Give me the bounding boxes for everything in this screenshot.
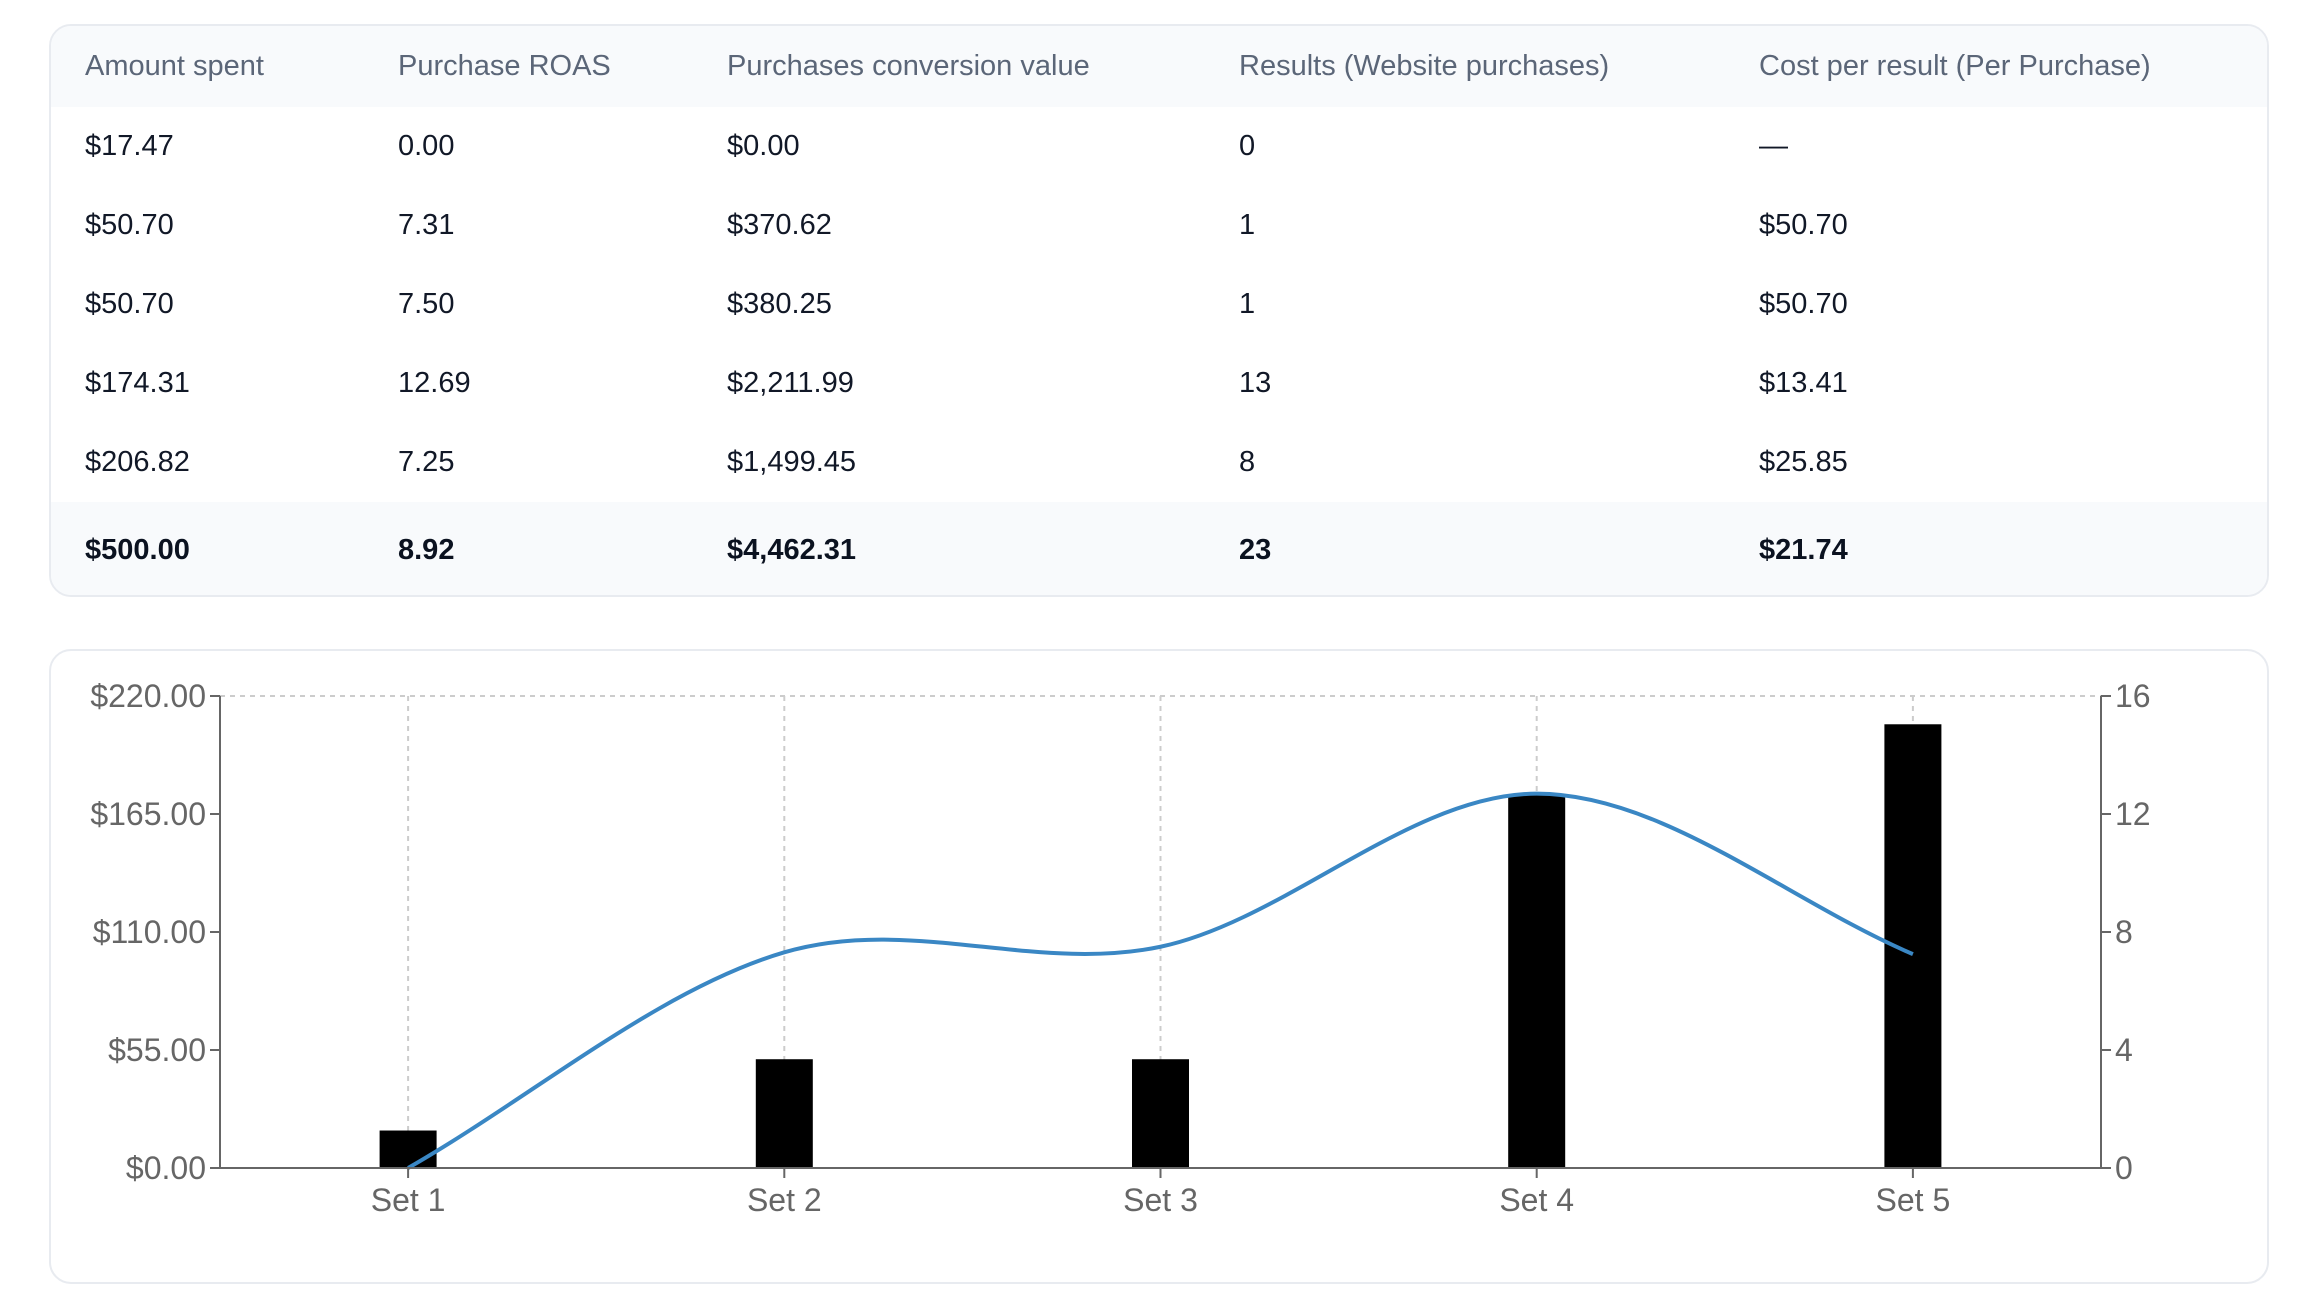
combo-chart: $0.00 $55.00 $110.00 $165.00 $220.00 0 4 8 12 16 S… — [90, 678, 2150, 1218]
y-left-tick-label: $0.00 — [126, 1150, 206, 1186]
cell-cost-per-result: $50.70 — [1759, 288, 1848, 320]
y-right-tick-label: 16 — [2115, 678, 2151, 714]
cell-purchase-roas: 12.69 — [398, 367, 471, 399]
y-right-tick-label: 8 — [2115, 914, 2133, 950]
y-right-tick-label: 0 — [2115, 1150, 2133, 1186]
header-amount-spent[interactable]: Amount spent — [85, 50, 264, 82]
roas-line — [407, 791, 1914, 1170]
cell-results: 1 — [1239, 288, 1256, 320]
table-row: $17.47 0.00 $0.00 0 — — [51, 107, 2267, 186]
cell-cost-per-result: $50.70 — [1759, 209, 1848, 241]
cell-purchase-roas: 7.50 — [398, 288, 455, 320]
cell-results: 0 — [1239, 130, 1256, 162]
cell-conversion-value: $380.25 — [727, 288, 832, 320]
cell-cost-per-result: $13.41 — [1759, 367, 1848, 399]
chart-card: $0.00 $55.00 $110.00 $165.00 $220.00 0 4 8 12 16 S… — [49, 649, 2269, 1284]
total-amount-spent: $500.00 — [85, 534, 190, 566]
y-left-tick-label: $55.00 — [108, 1032, 206, 1068]
cell-amount-spent: $206.82 — [85, 446, 190, 478]
cell-results: 13 — [1239, 367, 1272, 399]
total-purchase-roas: 8.92 — [398, 534, 455, 566]
header-results[interactable]: Results (Website purchases) — [1239, 50, 1610, 82]
total-conversion-value: $4,462.31 — [727, 534, 857, 566]
results-table: Amount spent Purchase ROAS Purchases con… — [51, 26, 2267, 595]
x-tick-label: Set 2 — [747, 1182, 822, 1218]
cell-amount-spent: $174.31 — [85, 367, 190, 399]
cell-cost-per-result: $25.85 — [1759, 446, 1848, 478]
y-left-tick-label: $220.00 — [90, 678, 206, 714]
x-tick-label: Set 1 — [371, 1182, 446, 1218]
cell-results: 1 — [1239, 209, 1256, 241]
table-row: $206.82 7.25 $1,499.45 8 $25.85 — [51, 423, 2267, 502]
cell-conversion-value: $2,211.99 — [727, 367, 854, 399]
cell-purchase-roas: 0.00 — [398, 130, 455, 162]
cell-results: 8 — [1239, 446, 1256, 478]
cell-amount-spent: $17.47 — [85, 130, 174, 162]
cell-cost-per-result: — — [1759, 130, 1788, 162]
cell-amount-spent: $50.70 — [85, 288, 174, 320]
x-tick-label: Set 3 — [1123, 1182, 1198, 1218]
y-right-tick-label: 12 — [2115, 796, 2151, 832]
x-tick-label: Set 4 — [1499, 1182, 1574, 1218]
header-cost-per-result[interactable]: Cost per result (Per Purchase) — [1759, 50, 2151, 82]
y-left-tick-label: $110.00 — [93, 914, 206, 950]
line-series — [407, 791, 1914, 1170]
table-header-row: Amount spent Purchase ROAS Purchases con… — [51, 26, 2267, 107]
table-row: $174.31 12.69 $2,211.99 13 $13.41 — [51, 344, 2267, 423]
cell-conversion-value: $0.00 — [727, 130, 800, 162]
table-row: $50.70 7.31 $370.62 1 $50.70 — [51, 186, 2267, 265]
cell-conversion-value: $1,499.45 — [727, 446, 857, 478]
bar — [755, 1059, 813, 1168]
total-results: 23 — [1239, 534, 1272, 566]
chart-axes: $0.00 $55.00 $110.00 $165.00 $220.00 0 4 8 12 16 S… — [90, 678, 2150, 1218]
results-table-card: Amount spent Purchase ROAS Purchases con… — [49, 24, 2269, 597]
bar — [1132, 1059, 1189, 1168]
total-cost-per-result: $21.74 — [1759, 534, 1848, 566]
x-tick-label: Set 5 — [1876, 1182, 1951, 1218]
header-purchase-roas[interactable]: Purchase ROAS — [398, 50, 611, 82]
cell-conversion-value: $370.62 — [727, 209, 832, 241]
y-left-tick-label: $165.00 — [90, 796, 206, 832]
bar — [379, 1130, 437, 1168]
y-right-tick-label: 4 — [2115, 1032, 2133, 1068]
cell-purchase-roas: 7.25 — [398, 446, 455, 478]
cell-purchase-roas: 7.31 — [398, 209, 455, 241]
table-row: $50.70 7.50 $380.25 1 $50.70 — [51, 265, 2267, 344]
bar — [1508, 794, 1566, 1168]
table-total-row: $500.00 8.92 $4,462.31 23 $21.74 — [51, 502, 2267, 595]
cell-amount-spent: $50.70 — [85, 209, 174, 241]
header-conversion-value[interactable]: Purchases conversion value — [727, 50, 1090, 82]
